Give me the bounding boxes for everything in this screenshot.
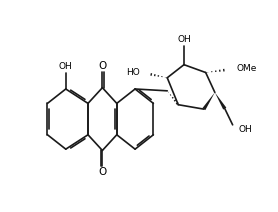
Text: O: O: [98, 167, 106, 177]
Text: O: O: [98, 61, 106, 71]
Text: OH: OH: [177, 35, 191, 44]
Text: OH: OH: [239, 125, 253, 134]
Text: HO: HO: [126, 68, 140, 77]
Polygon shape: [202, 92, 215, 110]
Text: OH: OH: [59, 62, 73, 71]
Polygon shape: [215, 92, 226, 110]
Text: OMe: OMe: [236, 64, 257, 73]
